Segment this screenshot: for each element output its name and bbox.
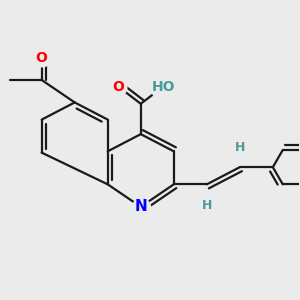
Text: HO: HO bbox=[152, 80, 175, 94]
Text: O: O bbox=[36, 50, 48, 64]
Text: O: O bbox=[112, 80, 124, 94]
Text: N: N bbox=[134, 199, 147, 214]
Text: H: H bbox=[202, 199, 212, 212]
Text: H: H bbox=[235, 141, 245, 154]
